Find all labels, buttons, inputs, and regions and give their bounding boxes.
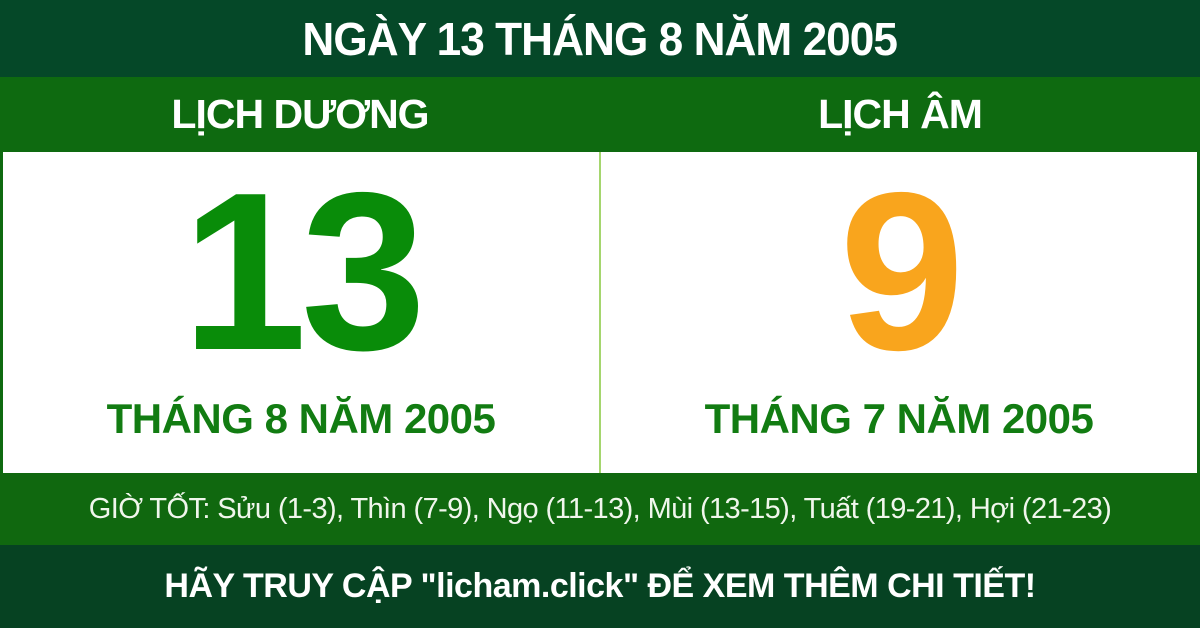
page-title: NGÀY 13 THÁNG 8 NĂM 2005: [302, 12, 899, 65]
column-divider: [599, 152, 601, 473]
good-hours-text: GIỜ TỐT: Sửu (1-3), Thìn (7-9), Ngọ (11-…: [88, 492, 1112, 525]
column-headers-bar: LỊCH DƯƠNG LỊCH ÂM: [0, 77, 1200, 152]
solar-column: 13 THÁNG 8 NĂM 2005: [3, 152, 599, 473]
lunar-column-header: LỊCH ÂM: [818, 91, 983, 137]
lunar-day-number: 9: [839, 145, 964, 397]
good-hours-bar: GIỜ TỐT: Sửu (1-3), Thìn (7-9), Ngọ (11-…: [0, 473, 1200, 545]
header-bar: NGÀY 13 THÁNG 8 NĂM 2005: [0, 0, 1200, 77]
lunar-column: 9 THÁNG 7 NĂM 2005: [601, 152, 1197, 473]
calendar-panel: 13 THÁNG 8 NĂM 2005 9 THÁNG 7 NĂM 2005: [0, 152, 1200, 473]
lunar-month-year: THÁNG 7 NĂM 2005: [704, 395, 1094, 442]
solar-day-number: 13: [181, 145, 426, 397]
solar-column-header: LỊCH DƯƠNG: [171, 91, 429, 137]
footer-cta-text: HÃY TRUY CẬP "licham.click" ĐỂ XEM THÊM …: [164, 567, 1036, 605]
solar-month-year: THÁNG 8 NĂM 2005: [106, 395, 496, 442]
footer-cta-bar: HÃY TRUY CẬP "licham.click" ĐỂ XEM THÊM …: [0, 545, 1200, 628]
